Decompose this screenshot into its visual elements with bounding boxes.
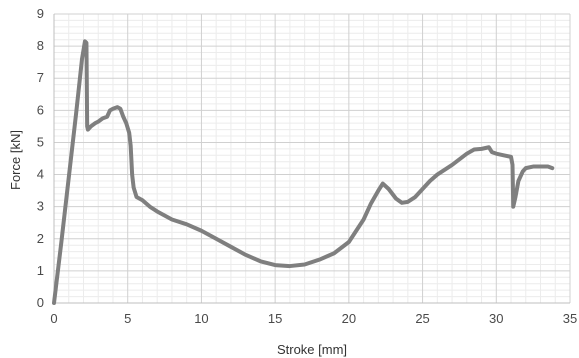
y-tick-label: 9 (37, 6, 44, 21)
y-tick-label: 5 (37, 134, 44, 149)
y-tick-label: 7 (37, 70, 44, 85)
x-tick-label: 35 (563, 311, 577, 326)
x-tick-label: 30 (489, 311, 503, 326)
y-tick-labels: 0 1 2 3 4 5 6 7 8 9 (37, 6, 44, 310)
x-tick-label: 15 (268, 311, 282, 326)
y-tick-label: 8 (37, 38, 44, 53)
series-layer (52, 39, 555, 305)
x-tick-label: 25 (415, 311, 429, 326)
x-tick-label: 20 (342, 311, 356, 326)
axes (53, 14, 570, 304)
x-axis-title: Stroke [mm] (277, 342, 347, 357)
minor-grid (54, 14, 570, 303)
y-axis-title: Force [kN] (8, 130, 23, 190)
y-tick-label: 3 (37, 199, 44, 214)
x-tick-label: 5 (124, 311, 131, 326)
y-tick-label: 0 (37, 295, 44, 310)
x-tick-label: 10 (194, 311, 208, 326)
series-line (52, 39, 555, 305)
y-tick-label: 4 (37, 167, 44, 182)
y-tick-label: 6 (37, 102, 44, 117)
y-tick-label: 1 (37, 263, 44, 278)
x-tick-labels: 0 5 10 15 20 25 30 35 (50, 311, 577, 326)
y-tick-label: 2 (37, 231, 44, 246)
major-grid (53, 13, 571, 304)
x-tick-label: 0 (50, 311, 57, 326)
